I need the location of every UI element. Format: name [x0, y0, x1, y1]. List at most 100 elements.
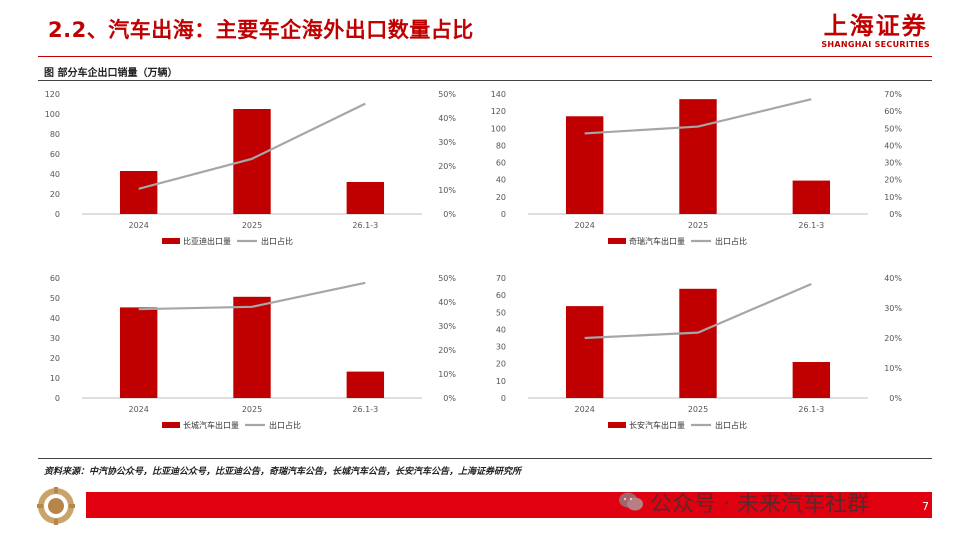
chart-changan: 0 10 20 30 40 50 60 70 0% 10% 20% 30% 40% 2024 2025 26.… [486, 268, 916, 440]
y2-tick-label: 40% [438, 114, 456, 123]
bar [346, 371, 385, 398]
bar [565, 116, 604, 214]
legend-line-label: 出口占比 [715, 236, 747, 246]
y2-tick-label: 50% [884, 124, 902, 133]
y-tick-label: 0 [55, 210, 60, 219]
footer-bar [86, 492, 932, 518]
y2-tick-label: 10% [438, 370, 456, 379]
y2-tick-label: 20% [884, 334, 902, 343]
y-tick-label: 60 [496, 291, 506, 300]
y2-tick-label: 20% [884, 176, 902, 185]
y-tick-label: 40 [50, 170, 60, 179]
legend-line-label: 出口占比 [269, 420, 301, 430]
bar [792, 362, 831, 398]
source-note: 资料来源：中汽协公众号，比亚迪公众号，比亚迪公告，奇瑞汽车公告，长城汽车公告，长… [44, 467, 522, 477]
y-tick-label: 30 [496, 343, 506, 352]
y-tick-label: 20 [496, 193, 506, 202]
bar [233, 296, 271, 398]
y2-tick-label: 40% [884, 274, 902, 283]
y-tick-label: 10 [496, 377, 506, 386]
legend-bar-swatch [162, 238, 180, 244]
series-line [584, 282, 812, 340]
y-tick-label: 20 [50, 190, 60, 199]
watermark-text: 公众号 · 未来汽车社群 [650, 492, 869, 517]
y-tick-label: 120 [491, 107, 506, 116]
y-tick-label: 10 [50, 374, 60, 383]
bar [792, 180, 831, 214]
y2-tick-label: 30% [438, 322, 456, 331]
y2-tick-label: 0% [443, 210, 456, 219]
y-tick-label: 60 [50, 274, 60, 283]
legend-bar-label: 奇瑞汽车出口量 [629, 236, 685, 246]
y-tick-label: 120 [45, 90, 60, 99]
x-tick-label: 2024 [574, 221, 594, 230]
chart-svg: 0 20 40 60 80 100 120 140 0% 10% 20% 30% 40% 50% 60% 70… [491, 90, 903, 246]
x-tick-label: 2025 [688, 405, 708, 414]
legend-bar-label: 长城汽车出口量 [183, 420, 239, 430]
y-tick-label: 70 [496, 274, 506, 283]
y-tick-label: 0 [501, 394, 506, 403]
chart-svg: 0 20 40 60 80 100 120 0% 10% 20% 30% 40% 50% 2024 2025… [45, 90, 457, 246]
x-tick-label: 26.1-3 [352, 221, 378, 230]
legend-line-label: 出口占比 [261, 236, 293, 246]
y2-tick-label: 50% [438, 90, 456, 99]
x-tick-label: 2025 [242, 405, 262, 414]
series-line [138, 281, 366, 311]
x-tick-label: 2025 [242, 221, 262, 230]
brand-logo-cn: 上海证券 [823, 12, 928, 40]
y2-tick-label: 60% [884, 107, 902, 116]
y-tick-label: 20 [50, 354, 60, 363]
y2-tick-label: 10% [438, 186, 456, 195]
y-tick-label: 40 [496, 176, 506, 185]
y-tick-label: 20 [496, 360, 506, 369]
y2-tick-label: 40% [438, 298, 456, 307]
legend-bar-swatch [608, 238, 626, 244]
y-tick-label: 80 [496, 141, 506, 150]
watermark: 公众号 · 未来汽车社群 [618, 486, 869, 518]
y-tick-label: 60 [50, 150, 60, 159]
y-tick-label: 100 [45, 110, 60, 119]
y2-tick-label: 20% [438, 162, 456, 171]
series-line [138, 102, 366, 190]
source-divider [38, 458, 932, 459]
page-title: 2.2、汽车出海：主要车企海外出口数量占比 [48, 18, 474, 42]
y-tick-label: 40 [496, 325, 506, 334]
y2-tick-label: 70% [884, 90, 902, 99]
bar [679, 99, 717, 214]
x-tick-label: 2025 [688, 221, 708, 230]
y2-tick-label: 0% [443, 394, 456, 403]
brand-logo-en: SHANGHAI SECURITIES [821, 40, 930, 49]
chart-svg: 0 10 20 30 40 50 60 0% 10% 20% 30% 40% 50% 2024 2025 26… [50, 274, 457, 430]
y-tick-label: 60 [496, 159, 506, 168]
y2-tick-label: 50% [438, 274, 456, 283]
y-tick-label: 40 [50, 314, 60, 323]
y2-tick-label: 0% [889, 394, 902, 403]
y2-tick-label: 0% [889, 210, 902, 219]
chart-byd: 0 20 40 60 80 100 120 0% 10% 20% 30% 40% 50% 2024 2025… [40, 84, 470, 256]
x-tick-label: 26.1-3 [798, 405, 824, 414]
y-tick-label: 30 [50, 334, 60, 343]
legend-bar-label: 长安汽车出口量 [629, 420, 685, 430]
y-tick-label: 100 [491, 124, 506, 133]
chart-svg: 0 10 20 30 40 50 60 70 0% 10% 20% 30% 40% 2024 2025 26.… [496, 274, 903, 430]
y2-tick-label: 40% [884, 141, 902, 150]
bar [565, 306, 604, 398]
y-tick-label: 0 [55, 394, 60, 403]
legend-bar-swatch [162, 422, 180, 428]
wechat-icon [619, 492, 643, 511]
x-tick-label: 2024 [574, 405, 594, 414]
bar [346, 182, 385, 214]
caption-divider [38, 80, 932, 81]
header-divider [38, 56, 932, 57]
y2-tick-label: 10% [884, 364, 902, 373]
x-tick-label: 2024 [128, 221, 148, 230]
x-tick-label: 26.1-3 [798, 221, 824, 230]
bar [679, 288, 717, 398]
bar [119, 307, 158, 398]
y-tick-label: 50 [50, 294, 60, 303]
y-tick-label: 140 [491, 90, 506, 99]
page-number: 7 [922, 500, 929, 513]
y2-tick-label: 20% [438, 346, 456, 355]
x-tick-label: 2024 [128, 405, 148, 414]
series-line [584, 98, 812, 135]
